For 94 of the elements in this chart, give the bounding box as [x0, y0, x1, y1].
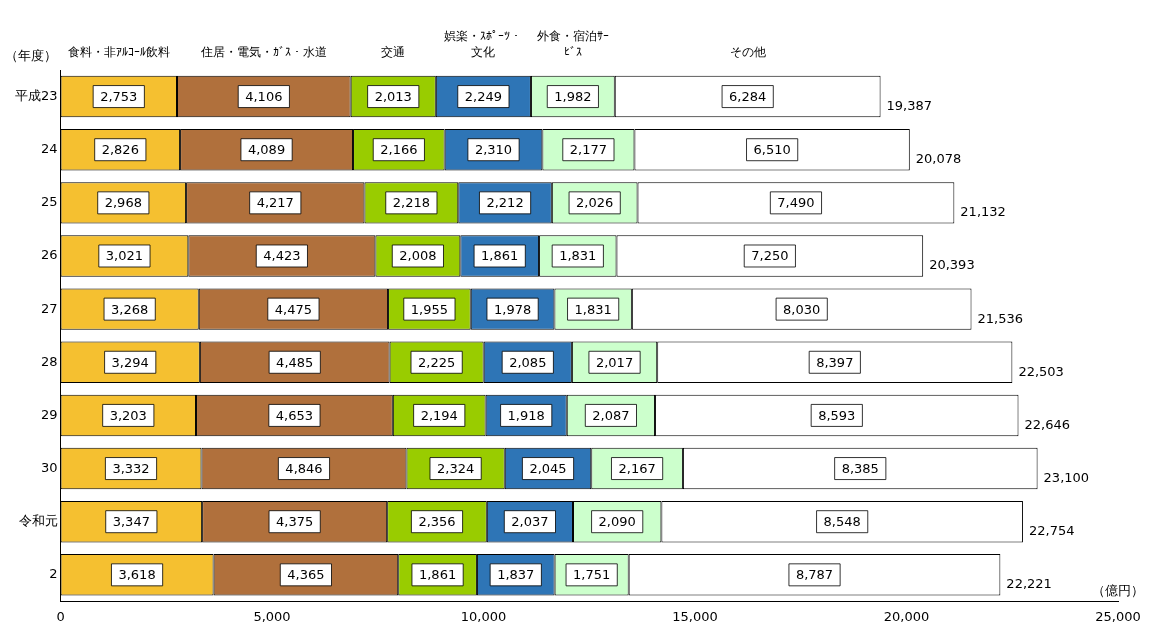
data-label: 1,837 [497, 567, 535, 583]
data-label: 7,250 [751, 248, 789, 264]
data-label: 1,978 [493, 301, 532, 317]
data-label: 3,618 [118, 567, 156, 583]
data-label: 4,475 [274, 301, 313, 317]
data-label: 4,846 [285, 460, 323, 476]
data-label: 4,423 [263, 248, 301, 264]
data-label: 8,385 [841, 460, 879, 476]
total-label: 20,393 [929, 257, 975, 273]
data-label: 6,510 [753, 142, 791, 158]
data-label: 2,249 [464, 88, 502, 104]
x-tick-label: 25,000 [1095, 608, 1141, 624]
data-label: 3,021 [105, 248, 144, 264]
series-label: 外食・宿泊ｻｰﾋﾞｽ [536, 29, 609, 59]
data-label: 2,045 [529, 460, 567, 476]
data-label: 4,089 [247, 142, 286, 158]
total-label: 22,754 [1028, 523, 1075, 539]
data-label: 2,008 [399, 248, 437, 264]
data-label: 2,212 [486, 195, 524, 211]
data-label: 1,918 [507, 407, 545, 423]
series-label: 住居・電気・ｶﾞｽ・水道 [199, 45, 327, 59]
x-tick-label: 10,000 [460, 608, 507, 624]
data-label: 3,294 [111, 354, 149, 370]
y-tick-label: 平成23 [15, 87, 58, 103]
data-label: 2,167 [618, 460, 656, 476]
data-label: 2,017 [595, 354, 634, 370]
data-label: 4,653 [275, 407, 314, 423]
data-label: 4,106 [245, 88, 283, 104]
y-tick-label: 29 [41, 406, 58, 422]
y-tick-label: 25 [41, 194, 58, 210]
data-label: 3,332 [112, 460, 150, 476]
data-label: 6,284 [729, 88, 767, 104]
data-label: 1,831 [559, 248, 597, 264]
y-tick-label: 27 [41, 300, 58, 316]
data-label: 2,753 [100, 88, 138, 104]
x-tick-label: 15,000 [672, 608, 718, 624]
data-label: 4,375 [276, 514, 314, 530]
data-label: 8,548 [823, 514, 861, 530]
data-label: 8,397 [816, 354, 854, 370]
data-label: 2,026 [576, 195, 614, 211]
y-tick-label: 24 [41, 141, 58, 157]
data-label: 7,490 [777, 195, 815, 211]
y-axis-title: （年度） [4, 48, 57, 63]
data-label: 1,982 [554, 88, 592, 104]
x-axis-title: （億円） [1092, 583, 1144, 599]
total-label: 21,132 [960, 204, 1006, 220]
data-label: 4,485 [276, 354, 314, 370]
data-label: 8,593 [818, 407, 856, 423]
data-label: 2,087 [592, 407, 630, 423]
data-label: 4,217 [256, 195, 294, 211]
data-label: 2,310 [474, 142, 513, 158]
data-label: 1,955 [410, 301, 449, 317]
data-label: 2,324 [437, 460, 475, 476]
data-label: 2,356 [418, 514, 456, 530]
data-label: 3,268 [111, 301, 149, 317]
total-label: 19,387 [886, 97, 933, 113]
total-label: 22,221 [1006, 576, 1052, 592]
data-label: 2,166 [380, 142, 418, 158]
y-tick-label: 令和元 [18, 513, 58, 529]
y-tick-label: 30 [41, 459, 58, 475]
series-label: その他 [729, 45, 766, 59]
total-label: 21,536 [977, 310, 1024, 326]
data-label: 2,037 [511, 514, 549, 530]
data-label: 2,194 [420, 407, 458, 423]
data-label: 2,013 [374, 88, 412, 104]
y-tick-label: 2 [49, 566, 58, 582]
x-tick-label: 0 [56, 608, 65, 624]
total-label: 22,646 [1024, 416, 1071, 432]
data-label: 8,030 [783, 301, 821, 317]
series-label: 娯楽・ｽﾎﾟｰﾂ・文化 [444, 29, 523, 59]
x-tick-label: 20,000 [883, 608, 930, 624]
data-label: 2,090 [598, 514, 636, 530]
total-label: 22,503 [1018, 363, 1064, 379]
y-tick-label: 28 [41, 353, 58, 369]
data-label: 2,085 [509, 354, 547, 370]
data-label: 4,365 [287, 567, 325, 583]
data-label: 2,177 [569, 142, 608, 158]
data-label: 2,218 [392, 195, 430, 211]
series-label: 交通 [381, 45, 406, 59]
data-label: 8,787 [795, 567, 834, 583]
total-label: 20,078 [915, 151, 962, 167]
y-tick-label: 26 [41, 247, 58, 263]
data-label: 3,203 [109, 407, 147, 423]
total-label: 23,100 [1043, 469, 1090, 485]
data-label: 3,347 [112, 514, 150, 530]
data-label: 2,826 [101, 142, 139, 158]
data-label: 1,751 [573, 567, 611, 583]
data-label: 2,225 [418, 354, 456, 370]
data-label: 1,831 [574, 301, 612, 317]
data-label: 1,861 [481, 248, 519, 264]
data-label: 2,968 [104, 195, 142, 211]
data-label: 1,861 [418, 567, 457, 583]
series-label: 食料・非ｱﾙｺｰﾙ飲料 [67, 45, 170, 59]
x-tick-label: 5,000 [253, 608, 291, 624]
